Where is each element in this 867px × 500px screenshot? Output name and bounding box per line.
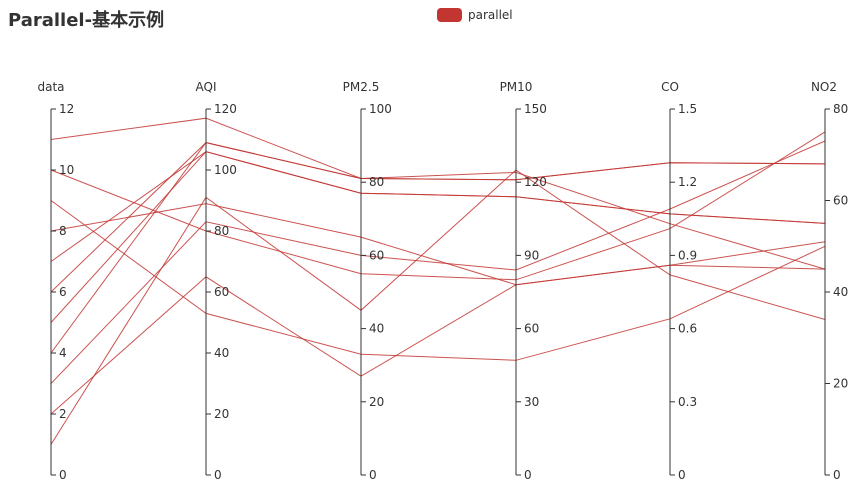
series-line-10[interactable] (50, 131, 826, 281)
tick-label: 40 (833, 285, 848, 299)
tick-label: 80 (214, 224, 229, 238)
tick-label: 20 (833, 377, 848, 391)
tick-label: 20 (214, 407, 229, 421)
tick-label: 120 (524, 175, 547, 189)
axis-name: PM10 (500, 80, 533, 94)
tick-label: 0 (59, 468, 67, 482)
tick-label: 0.3 (678, 395, 697, 409)
tick-label: 0 (369, 468, 377, 482)
parallel-axes: data 0 2 4 6 8 10 12 AQI 0 20 40 60 80 100 120 PM2.5 0 20 4… (37, 80, 848, 482)
tick-label: 60 (524, 322, 539, 336)
axis-pm25[interactable]: PM2.5 0 20 40 60 80 100 (343, 80, 392, 482)
series-line-8[interactable] (50, 203, 826, 286)
tick-label: 60 (369, 248, 384, 262)
tick-label: 2 (59, 407, 67, 421)
tick-label: 6 (59, 285, 67, 299)
series-line-5[interactable] (50, 151, 826, 323)
axis-name: data (37, 80, 64, 94)
tick-label: 120 (214, 102, 237, 116)
series-line-6[interactable] (50, 142, 826, 293)
legend-swatch (437, 8, 462, 22)
legend-label-parallel: parallel (468, 8, 513, 22)
axis-co[interactable]: CO 0 0.3 0.6 0.9 1.2 1.5 (661, 80, 697, 482)
tick-label: 10 (59, 163, 74, 177)
axis-name: CO (661, 80, 679, 94)
tick-label: 30 (524, 395, 539, 409)
tick-label: 0 (214, 468, 222, 482)
tick-label: 0 (524, 468, 532, 482)
axis-aqi[interactable]: AQI 0 20 40 60 80 100 120 (196, 80, 237, 482)
tick-label: 100 (214, 163, 237, 177)
tick-label: 8 (59, 224, 67, 238)
tick-label: 1.2 (678, 175, 697, 189)
tick-label: 60 (833, 194, 848, 208)
tick-label: 0 (833, 468, 841, 482)
axis-no2[interactable]: NO2 0 20 40 60 80 (811, 80, 848, 482)
chart-title: Parallel-基本示例 (8, 10, 165, 31)
series-line-9[interactable] (50, 200, 826, 361)
tick-label: 20 (369, 395, 384, 409)
tick-label: 80 (369, 175, 384, 189)
tick-label: 4 (59, 346, 67, 360)
tick-label: 1.5 (678, 102, 697, 116)
series-lines (50, 117, 826, 445)
axis-pm10[interactable]: PM10 0 30 60 90 120 150 (500, 80, 547, 482)
tick-label: 0.9 (678, 248, 697, 262)
series-line-4[interactable] (50, 142, 826, 354)
series-line-1[interactable] (50, 169, 826, 445)
tick-label: 60 (214, 285, 229, 299)
tick-label: 0 (678, 468, 686, 482)
axis-name: PM2.5 (343, 80, 380, 94)
axis-data[interactable]: data 0 2 4 6 8 10 12 (37, 80, 74, 482)
axis-name: AQI (196, 80, 217, 94)
legend[interactable]: parallel (437, 8, 513, 22)
axis-name: NO2 (811, 80, 837, 94)
series-line-11[interactable] (50, 117, 826, 270)
tick-label: 150 (524, 102, 547, 116)
series-line-7[interactable] (50, 151, 826, 262)
tick-label: 90 (524, 248, 539, 262)
tick-label: 0.6 (678, 322, 697, 336)
series-line-2[interactable] (50, 264, 826, 415)
tick-label: 40 (369, 322, 384, 336)
series-line-3[interactable] (50, 140, 826, 384)
tick-label: 12 (59, 102, 74, 116)
tick-label: 100 (369, 102, 392, 116)
tick-label: 40 (214, 346, 229, 360)
tick-label: 80 (833, 102, 848, 116)
